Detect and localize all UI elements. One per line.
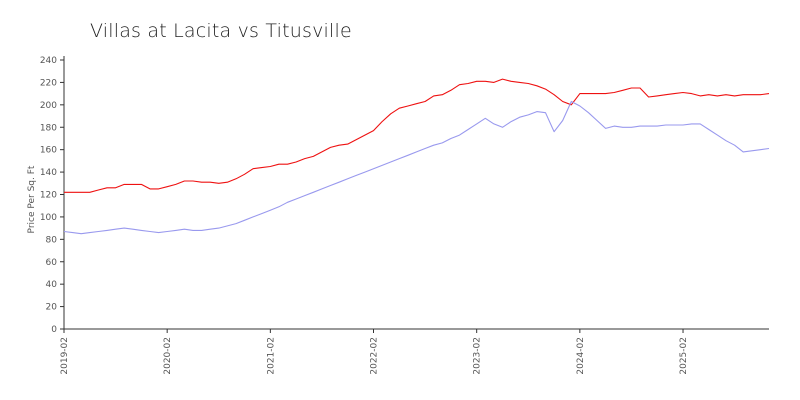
series-line-2 <box>63 100 770 235</box>
y-tick-label: 200 <box>40 101 57 111</box>
y-tick-label: 140 <box>40 168 57 178</box>
y-tick-label: 40 <box>46 280 58 290</box>
y-tick-label: 0 <box>51 325 57 335</box>
x-tick-label: 2024-02 <box>576 337 586 375</box>
x-tick-label: 2025-02 <box>679 337 689 375</box>
chart-title: Villas at Lacita vs Titusville <box>90 20 352 42</box>
y-tick-label: 20 <box>46 303 58 313</box>
x-tick-label: 2019-02 <box>60 337 70 375</box>
x-tick-label: 2021-02 <box>266 337 276 375</box>
y-tick-label: 100 <box>40 213 57 223</box>
y-tick-label: 220 <box>40 78 57 88</box>
y-tick-label: 80 <box>46 235 58 245</box>
y-tick-label: 240 <box>40 56 57 66</box>
y-tick-label: 180 <box>40 123 57 133</box>
x-tick-label: 2022-02 <box>370 337 380 375</box>
y-tick-label: 160 <box>40 146 57 156</box>
series-line-1 <box>64 78 770 193</box>
y-axis-label: Price Per Sq. Ft <box>27 165 37 233</box>
y-tick-label: 120 <box>40 191 57 201</box>
y-tick-label: 60 <box>46 258 58 268</box>
x-tick-label: 2020-02 <box>163 337 173 375</box>
x-tick-label: 2023-02 <box>473 337 483 375</box>
